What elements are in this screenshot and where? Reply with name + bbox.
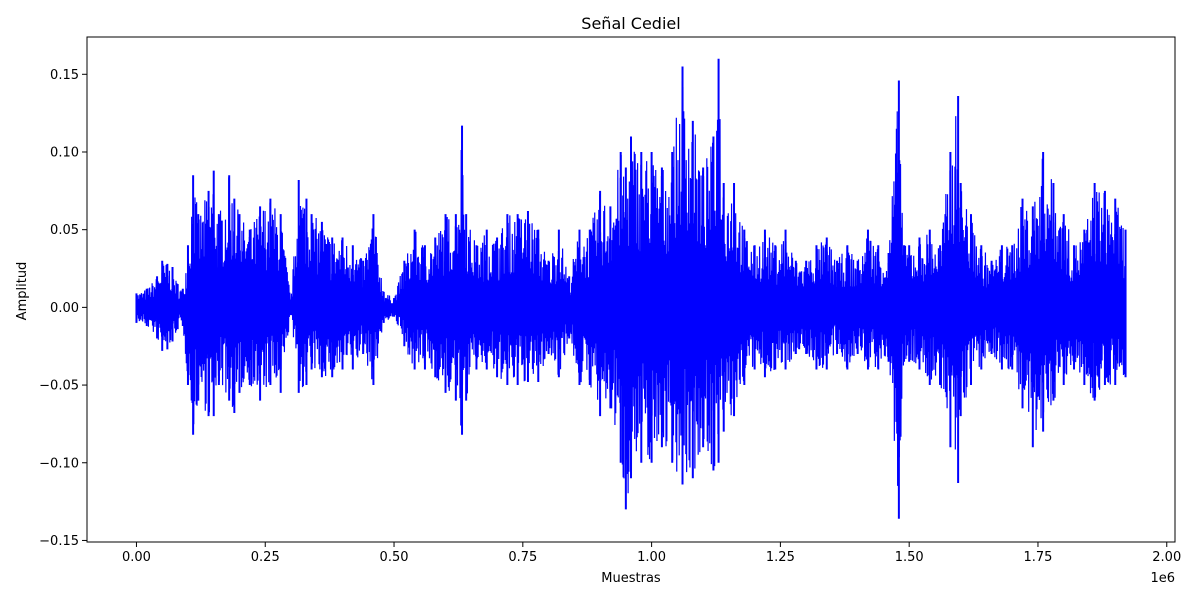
x-offset-label: 1e6	[1150, 571, 1175, 586]
x-tick-label: 0.25	[251, 550, 280, 565]
x-tick-label: 0.50	[380, 550, 409, 565]
x-ticks: 0.00 0.25 0.50 0.75 1.00 1.25 1.50 1.75 2.00	[122, 542, 1181, 565]
y-tick-label: −0.05	[39, 379, 79, 394]
plot-frame	[86, 36, 1176, 543]
x-tick-label: 1.00	[637, 550, 666, 565]
x-tick-label: 1.75	[1023, 550, 1052, 565]
y-tick-label: −0.10	[39, 456, 79, 471]
y-tick-label: 0.10	[50, 145, 79, 160]
x-tick-label: 2.00	[1152, 550, 1181, 565]
y-ticks: −0.15 −0.10 −0.05 0.00 0.05 0.10 0.15	[39, 68, 87, 549]
chart-title: Señal Cediel	[581, 14, 680, 33]
y-axis-label: Amplitud	[15, 262, 30, 321]
y-tick-label: 0.05	[50, 223, 79, 238]
x-tick-label: 0.75	[508, 550, 537, 565]
x-tick-label: 1.25	[766, 550, 795, 565]
y-tick-label: 0.15	[50, 68, 79, 83]
x-tick-label: 1.50	[895, 550, 924, 565]
x-axis-label: Muestras	[601, 571, 661, 586]
y-tick-label: −0.15	[39, 534, 79, 549]
y-tick-label: 0.00	[50, 301, 79, 316]
x-tick-label: 0.00	[122, 550, 151, 565]
signal-layer	[135, 58, 1127, 519]
